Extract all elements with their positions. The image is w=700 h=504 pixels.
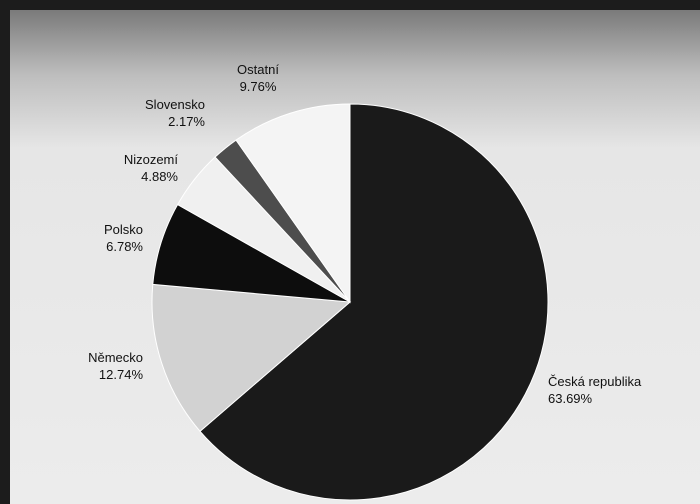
pie-slice <box>235 103 351 304</box>
slice-value-label: 2.17% <box>168 114 205 129</box>
slice-value-label: 9.76% <box>240 79 277 94</box>
slice-label: Nizozemí <box>124 152 179 167</box>
slice-label: Polsko <box>104 222 143 237</box>
slice-label: Česká republika <box>548 374 642 389</box>
slice-value-label: 4.88% <box>141 169 178 184</box>
slice-label: Ostatní <box>237 62 279 77</box>
slice-label: Slovensko <box>145 97 205 112</box>
pie-slice <box>199 103 549 501</box>
slice-value-label: 63.69% <box>548 391 593 406</box>
pie-slice <box>151 283 352 432</box>
slice-value-label: 12.74% <box>99 367 144 382</box>
slice-value-label: 6.78% <box>106 239 143 254</box>
slice-label: Německo <box>88 350 143 365</box>
